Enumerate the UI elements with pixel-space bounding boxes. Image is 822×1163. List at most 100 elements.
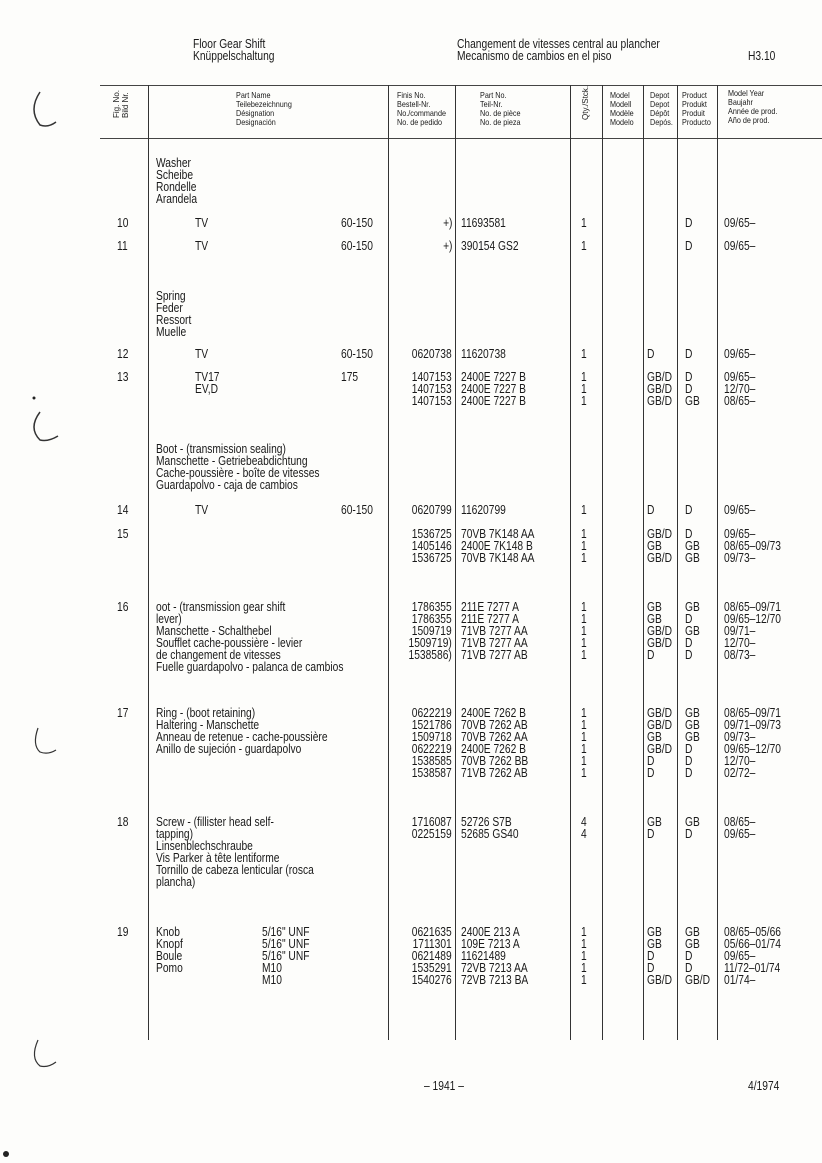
- part-description: Boule: [156, 949, 183, 963]
- model-variant: EV,D: [195, 382, 218, 396]
- part-number: 2400E 7262 B: [461, 742, 526, 756]
- model-year: 09/65–: [724, 370, 756, 384]
- fig-number: 15: [117, 527, 129, 541]
- finis-number: 0622219: [412, 742, 452, 756]
- model-year: 05/66–01/74: [724, 937, 782, 951]
- model-year: 09/65–: [724, 949, 756, 963]
- thread-size: 5/16" UNF: [262, 949, 310, 963]
- product: GB: [685, 718, 700, 732]
- product: GB: [685, 937, 700, 951]
- engine-spec: 60-150: [341, 239, 373, 253]
- depot: GB: [647, 612, 662, 626]
- quantity: 1: [581, 216, 587, 230]
- part-description: Anillo de sujeción - guardapolvo: [156, 742, 302, 756]
- finis-number: 1538587: [412, 766, 452, 780]
- part-description: Haltering - Manschette: [156, 718, 260, 732]
- product: D: [685, 239, 693, 253]
- finis-number: 0622219: [412, 706, 452, 720]
- product: D: [685, 754, 693, 768]
- title-de: Knüppelschaltung: [193, 49, 275, 63]
- model-year: 09/65–: [724, 347, 756, 361]
- depot: D: [647, 503, 655, 517]
- fig-number: 13: [117, 370, 129, 384]
- finis-number: 1786355: [412, 612, 452, 626]
- thread-size: M10: [262, 973, 282, 987]
- part-number: 71VB 7277 AB: [461, 648, 528, 662]
- part-number: 71VB 7262 AB: [461, 766, 528, 780]
- part-description: Screw - (fillister head self-: [156, 815, 274, 829]
- part-description: Spring: [156, 289, 186, 303]
- finis-number: 1521786: [412, 718, 452, 732]
- finis-number: +): [442, 216, 452, 230]
- col-part-name: Part Name Teilebezeichnung Désignation Desi…: [236, 90, 292, 127]
- finis-number: 1711301: [412, 937, 452, 951]
- col-year: Model Year Baujahr Année de prod. Año de pr…: [728, 88, 778, 125]
- part-description: Ressort: [156, 313, 192, 327]
- quantity: 1: [581, 949, 587, 963]
- product: GB/D: [685, 973, 711, 987]
- part-description: Guardapolvo - caja de cambios: [156, 478, 298, 492]
- model-year: 08/73–: [724, 648, 756, 662]
- model-year: 02/72–: [724, 766, 756, 780]
- model-variant: TV: [195, 239, 209, 253]
- part-number: 2400E 213 A: [461, 925, 520, 939]
- part-description: Knopf: [156, 937, 183, 951]
- model-year: 09/65–: [724, 239, 756, 253]
- col-model: Model Modell Modèle Modelo: [610, 90, 634, 127]
- part-number: 70VB 7262 AB: [461, 718, 528, 732]
- model-year: 08/65–09/71: [724, 706, 782, 720]
- part-number: 52685 GS40: [461, 827, 519, 841]
- product: GB: [685, 925, 700, 939]
- depot: GB/D: [647, 370, 673, 384]
- quantity: 1: [581, 718, 587, 732]
- finis-number: 1407153: [412, 382, 452, 396]
- finis-number: 0621489: [412, 949, 452, 963]
- col-product: Product Produkt Produit Producto: [682, 90, 711, 127]
- model-year: 09/73–: [724, 551, 756, 565]
- model-variant: TV17: [195, 370, 220, 384]
- product: D: [685, 648, 693, 662]
- finis-number: 1535291: [412, 961, 452, 975]
- model-year: 08/65–: [724, 815, 756, 829]
- part-number: 109E 7213 A: [461, 937, 520, 951]
- part-number: 11620799: [461, 503, 506, 517]
- part-number: 2400E 7K148 B: [461, 539, 533, 553]
- part-number: 2400E 7227 B: [461, 382, 526, 396]
- finis-number: 1538585: [412, 754, 452, 768]
- depot: GB/D: [647, 636, 673, 650]
- thread-size: M10: [262, 961, 282, 975]
- product: D: [685, 766, 693, 780]
- depot: GB: [647, 815, 662, 829]
- product: D: [685, 961, 693, 975]
- col-qty: Qty./Stck.: [581, 85, 590, 120]
- depot: GB/D: [647, 718, 673, 732]
- title-en: Floor Gear Shift: [193, 37, 266, 51]
- fig-number: 16: [117, 600, 129, 614]
- col-depot: Depot Depot Dépôt Depós.: [650, 90, 673, 127]
- depot: D: [647, 347, 655, 361]
- part-description: Knob: [156, 925, 180, 939]
- finis-number: 0620799: [412, 503, 452, 517]
- depot: GB: [647, 600, 662, 614]
- part-number: 2400E 7227 B: [461, 394, 526, 408]
- quantity: 1: [581, 370, 587, 384]
- depot: GB: [647, 925, 662, 939]
- model-variant: TV: [195, 503, 209, 517]
- depot: D: [647, 949, 655, 963]
- model-year: 11/72–01/74: [724, 961, 781, 975]
- quantity: 1: [581, 925, 587, 939]
- part-number: 71VB 7277 AA: [461, 624, 528, 638]
- quantity: 4: [581, 815, 587, 829]
- part-number: 11621489: [461, 949, 506, 963]
- quantity: 1: [581, 612, 587, 626]
- product: D: [685, 347, 693, 361]
- quantity: 1: [581, 382, 587, 396]
- product: GB: [685, 730, 700, 744]
- depot: GB/D: [647, 706, 673, 720]
- finis-number: 1786355: [412, 600, 452, 614]
- finis-number: 1509719): [408, 636, 452, 650]
- page-number: – 1941 –: [424, 1079, 464, 1093]
- col-part-no: Part No. Teil-Nr. No. de pièce No. de pieza: [480, 90, 521, 127]
- model-year: 09/65–: [724, 503, 756, 517]
- quantity: 1: [581, 648, 587, 662]
